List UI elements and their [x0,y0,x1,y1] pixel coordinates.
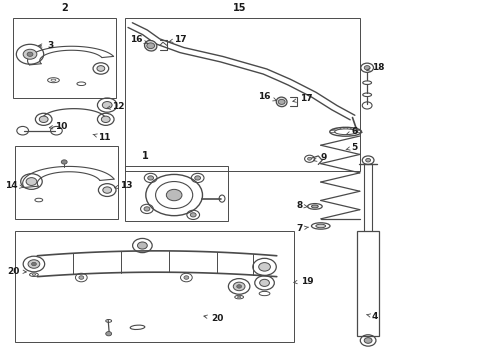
Circle shape [166,189,182,201]
Text: 9: 9 [313,153,327,162]
Text: 14: 14 [5,181,23,190]
Text: 19: 19 [294,276,313,285]
Circle shape [28,260,40,268]
Circle shape [190,213,196,217]
Text: 12: 12 [106,102,124,111]
Circle shape [260,279,270,287]
Bar [15,231,294,342]
Circle shape [364,66,370,70]
Circle shape [97,66,105,71]
Circle shape [103,187,112,193]
Text: 17: 17 [169,35,187,44]
Text: 1: 1 [142,151,148,161]
Text: 10: 10 [49,122,68,131]
Circle shape [61,160,67,164]
Text: 6: 6 [346,127,358,136]
Circle shape [79,276,84,279]
Ellipse shape [276,97,287,107]
Text: 5: 5 [346,143,358,152]
Bar [125,166,228,221]
Circle shape [259,262,270,271]
Text: 4: 4 [367,312,378,321]
Text: 17: 17 [293,94,312,103]
Text: 7: 7 [296,224,308,233]
Text: 16: 16 [130,35,148,44]
Text: 15: 15 [233,3,247,13]
Circle shape [195,176,200,180]
Text: 18: 18 [367,63,385,72]
Ellipse shape [312,205,318,208]
Circle shape [102,102,112,109]
Text: 16: 16 [258,92,276,101]
Text: 2: 2 [61,3,68,13]
Text: 20: 20 [7,267,26,276]
Text: 3: 3 [39,41,53,50]
Circle shape [101,116,110,122]
Circle shape [184,276,189,279]
Circle shape [237,285,242,288]
Circle shape [26,177,37,185]
Circle shape [23,49,37,59]
Text: 20: 20 [204,314,223,323]
Ellipse shape [145,40,157,51]
Text: 13: 13 [115,181,133,190]
Circle shape [364,338,372,343]
Bar [13,18,116,98]
Circle shape [138,242,147,249]
Circle shape [39,116,48,122]
Bar [125,18,360,171]
Circle shape [366,158,370,162]
Circle shape [144,207,150,211]
Circle shape [147,176,153,180]
Circle shape [147,43,155,49]
Circle shape [278,99,285,104]
Circle shape [31,262,36,266]
Ellipse shape [316,224,326,228]
Bar [15,146,118,219]
Circle shape [27,52,33,57]
Text: 11: 11 [93,133,111,142]
Circle shape [106,332,112,336]
Circle shape [308,157,312,160]
Circle shape [233,282,245,291]
Text: 8: 8 [296,201,308,210]
Bar [357,231,379,336]
